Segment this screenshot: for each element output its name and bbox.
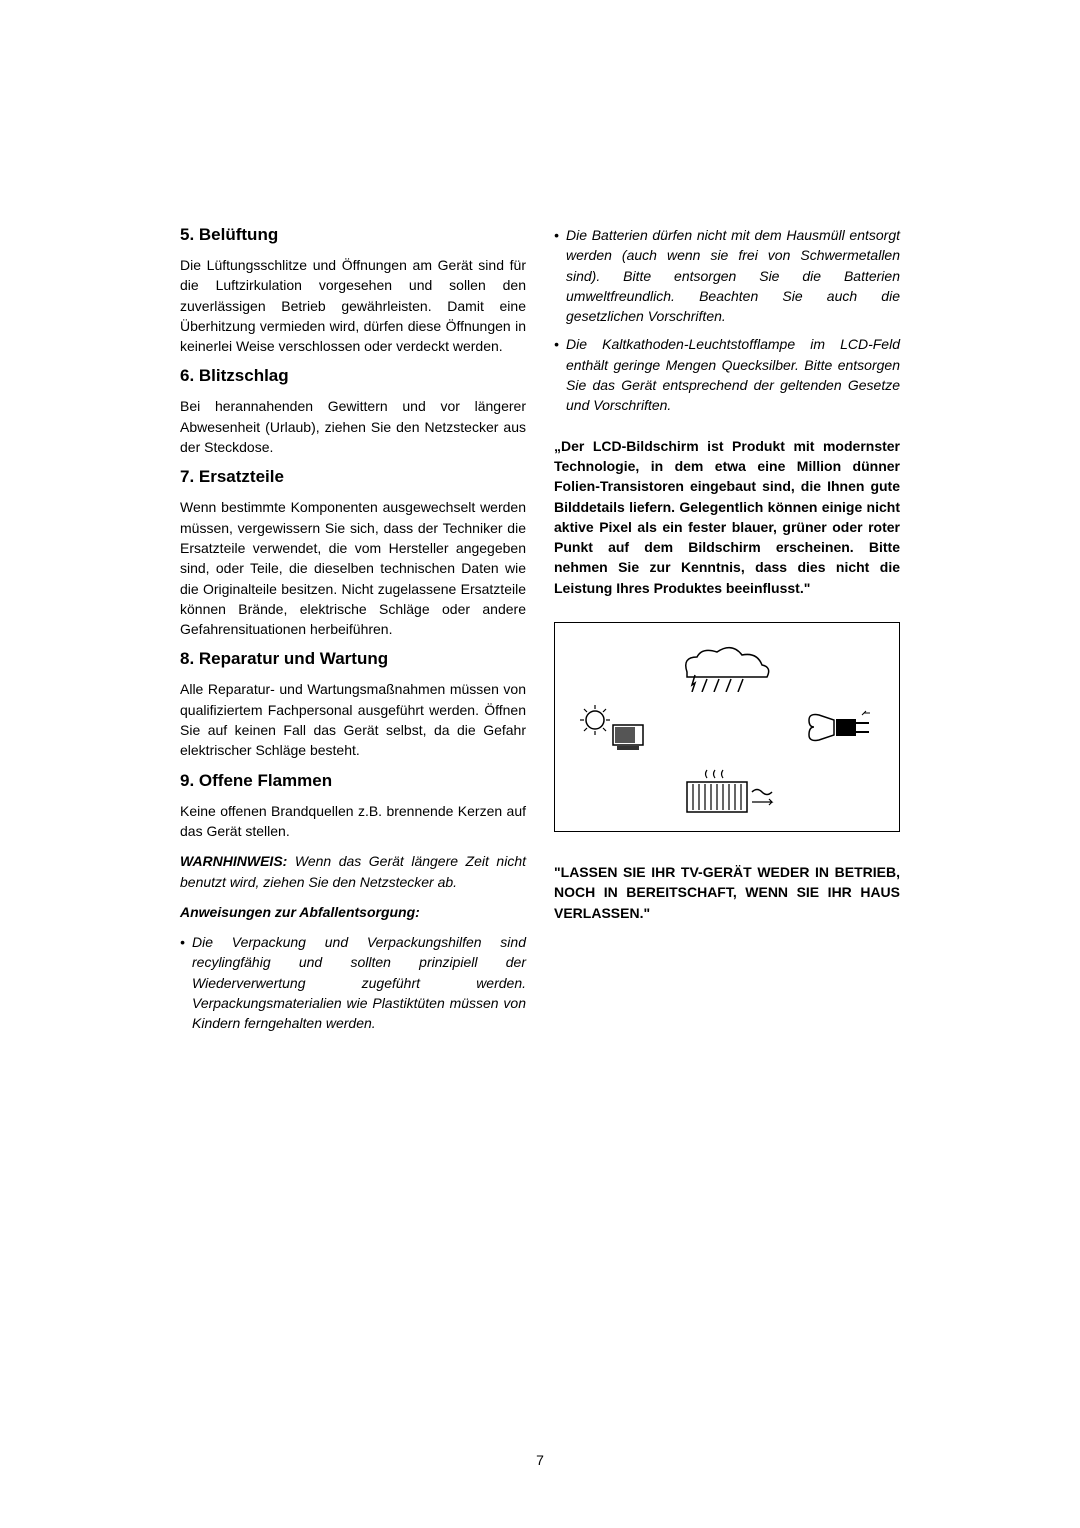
diagram-row-1 [565, 633, 889, 696]
warn-label: WARNHINWEIS: [180, 853, 287, 869]
section-6-heading: 6. Blitzschlag [180, 366, 526, 386]
disposal-bullet-1: Die Verpackung und Verpackungshilfen sin… [180, 932, 526, 1033]
page-number: 7 [536, 1452, 544, 1468]
left-column: 5. Belüftung Die Lüftungsschlitze und Öf… [180, 225, 526, 1042]
heat-radiator-icon [657, 762, 797, 817]
disposal-heading: Anweisungen zur Abfallentsorgung: [180, 902, 526, 922]
section-8-heading: 8. Reparatur und Wartung [180, 649, 526, 669]
diagram-row-3 [565, 758, 889, 821]
sun-tv-icon [575, 700, 650, 755]
section-9-warning: WARNHINWEIS: Wenn das Gerät längere Zeit… [180, 851, 526, 892]
section-7-heading: 7. Ersatzteile [180, 467, 526, 487]
section-9-text1: Keine offenen Brandquellen z.B. brennend… [180, 801, 526, 842]
disposal-bullet-3: Die Kaltkathoden-Leuchtstofflampe im LCD… [554, 334, 900, 415]
section-9-heading: 9. Offene Flammen [180, 771, 526, 791]
rain-cloud-icon [667, 637, 787, 692]
section-7-text: Wenn bestimmte Komponenten ausgewechselt… [180, 497, 526, 639]
section-6-text: Bei herannahenden Gewittern und vor läng… [180, 396, 526, 457]
section-8-text: Alle Reparatur- und Wartungsmaßnahmen mü… [180, 679, 526, 760]
plug-icon [804, 705, 879, 750]
disposal-bullet-2: Die Batterien dürfen nicht mit dem Hausm… [554, 225, 900, 326]
lcd-info-paragraph: „Der LCD-Bildschirm ist Produkt mit mode… [554, 436, 900, 598]
page-content: 5. Belüftung Die Lüftungsschlitze und Öf… [180, 225, 900, 1042]
section-5-heading: 5. Belüftung [180, 225, 526, 245]
diagram-row-2 [565, 696, 889, 759]
section-5-text: Die Lüftungsschlitze und Öffnungen am Ge… [180, 255, 526, 356]
safety-diagram-box [554, 622, 900, 832]
right-column: Die Batterien dürfen nicht mit dem Hausm… [554, 225, 900, 1042]
final-warning: "LASSEN SIE IHR TV-GERÄT WEDER IN BETRIE… [554, 862, 900, 923]
